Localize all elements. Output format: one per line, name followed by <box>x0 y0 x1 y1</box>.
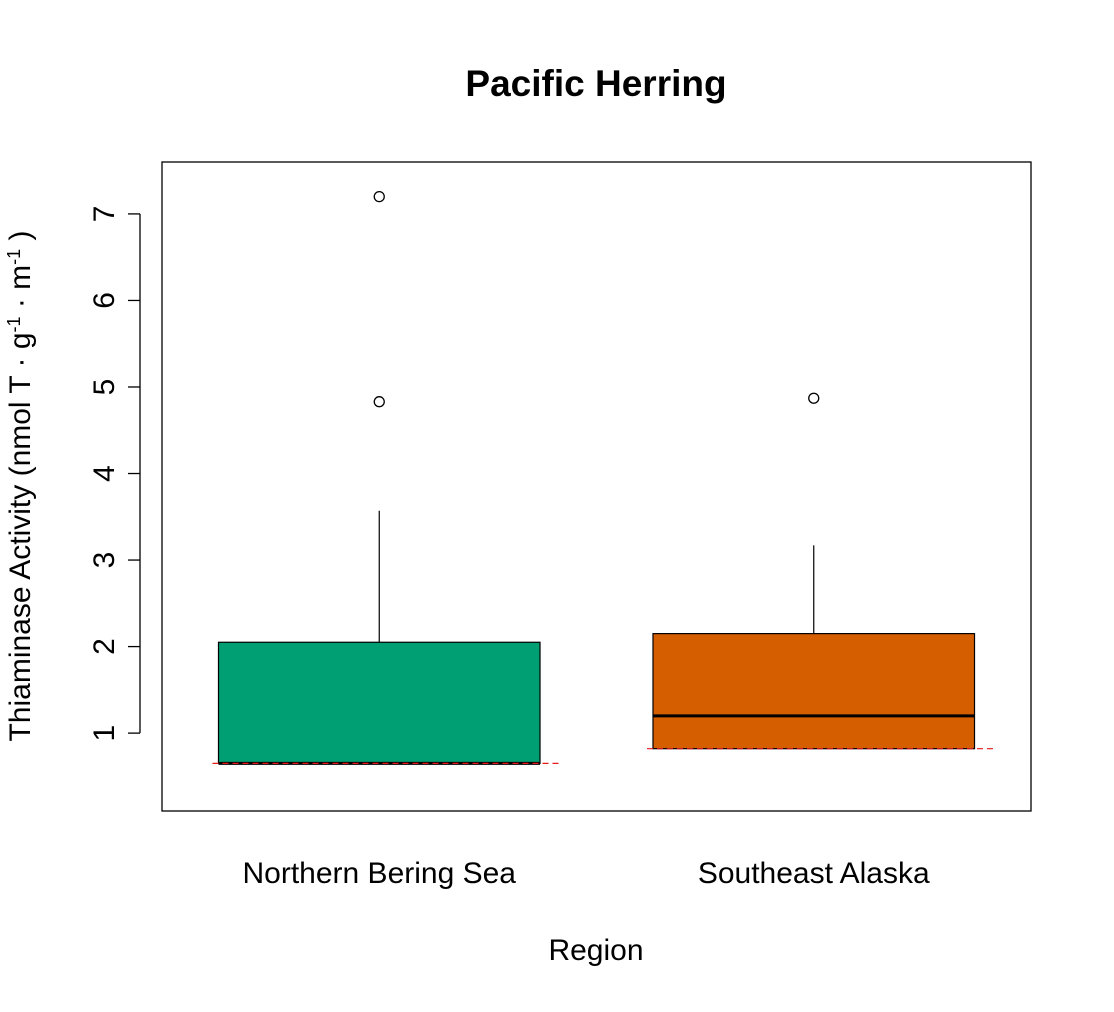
y-axis-label-text: Thiaminase Activity (nmol T · g-1 · m-1 … <box>4 230 37 741</box>
y-label-close: ) <box>4 230 37 248</box>
y-label-unit-m: · m <box>4 265 37 317</box>
y-tick-label-4: 4 <box>88 465 121 482</box>
y-label-main: Thiaminase Activity (nmol T · g <box>4 332 37 741</box>
y-tick-label-2: 2 <box>88 638 121 655</box>
x-tick-label-2: Southeast Alaska <box>698 857 930 890</box>
y-tick-label-6: 6 <box>88 292 121 309</box>
plot-frame <box>161 161 1032 812</box>
y-label-sup-2: -1 <box>4 249 24 265</box>
box-northern-bering-sea <box>217 641 541 765</box>
boxes-layer <box>212 190 995 765</box>
y-axis-label: Thiaminase Activity (nmol T · g-1 · m-1 … <box>4 230 37 741</box>
x-axis: Northern Bering Sea Southeast Alaska <box>243 857 930 890</box>
chart-title: Pacific Herring <box>465 63 726 104</box>
outlier-northern-bering-sea-2 <box>373 190 385 203</box>
outlier-northern-bering-sea-1 <box>373 396 385 408</box>
box-southeast-alaska <box>652 633 976 750</box>
y-tick-label-3: 3 <box>88 552 121 569</box>
y-tick-label-7: 7 <box>88 206 121 223</box>
y-axis: 1 2 3 4 5 6 7 <box>88 206 141 742</box>
x-tick-label-1: Northern Bering Sea <box>243 857 517 890</box>
y-tick-label-5: 5 <box>88 379 121 396</box>
y-tick-label-1: 1 <box>88 725 121 742</box>
outlier-southeast-alaska-1 <box>808 392 820 404</box>
y-label-sup-1: -1 <box>4 316 24 332</box>
x-axis-label: Region <box>548 934 643 967</box>
